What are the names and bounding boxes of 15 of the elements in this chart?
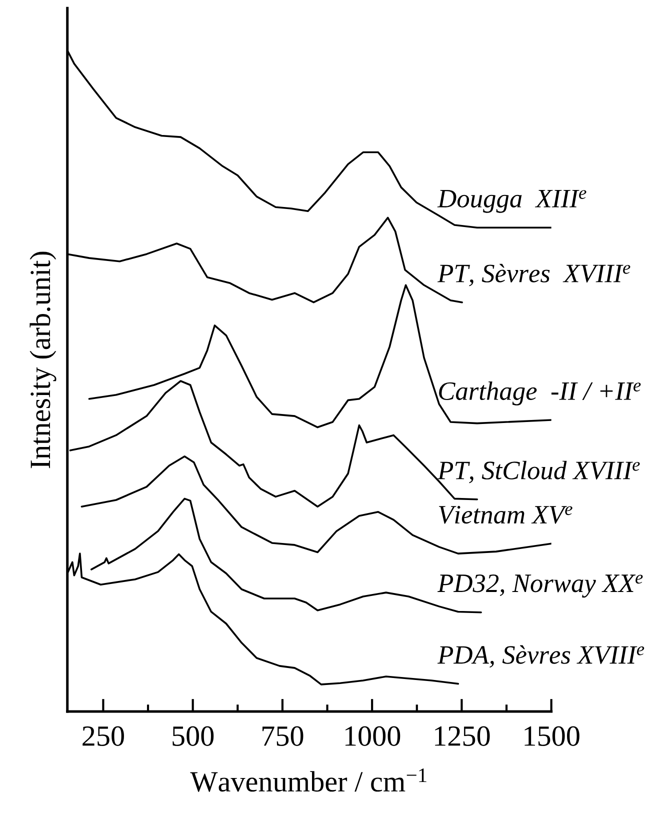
series-label: PT, Sèvres XVIII$^{e}$ — [437, 264, 630, 286]
x-tick-label: 250 — [82, 726, 124, 746]
x-tick-label: 1250 — [435, 726, 490, 746]
x-tick-label: 750 — [262, 726, 304, 746]
series-label: Carthage -II / +II$^{e}$ — [439, 381, 641, 406]
series-label: Dougga XIII$^{e}$ — [437, 190, 586, 213]
series-label: PT, StCloud XVIII$^{e}$ — [437, 460, 640, 484]
x-tick-label: 500 — [172, 726, 214, 746]
series-label: PDA, Sèvres XVIII$^{e}$ — [437, 645, 644, 668]
series-label: PD32, Norway XX$^{e}$ — [437, 574, 643, 598]
x-tick-label: 1000 — [345, 726, 400, 746]
y-axis-title: Intnesity (arb.unit) — [30, 252, 56, 468]
series-label: Vietnam XV$^{e}$ — [438, 506, 572, 524]
x-tick-label: 1500 — [524, 726, 580, 746]
x-axis-title: Wavenumber / cm$^{−1}$ — [190, 768, 426, 792]
